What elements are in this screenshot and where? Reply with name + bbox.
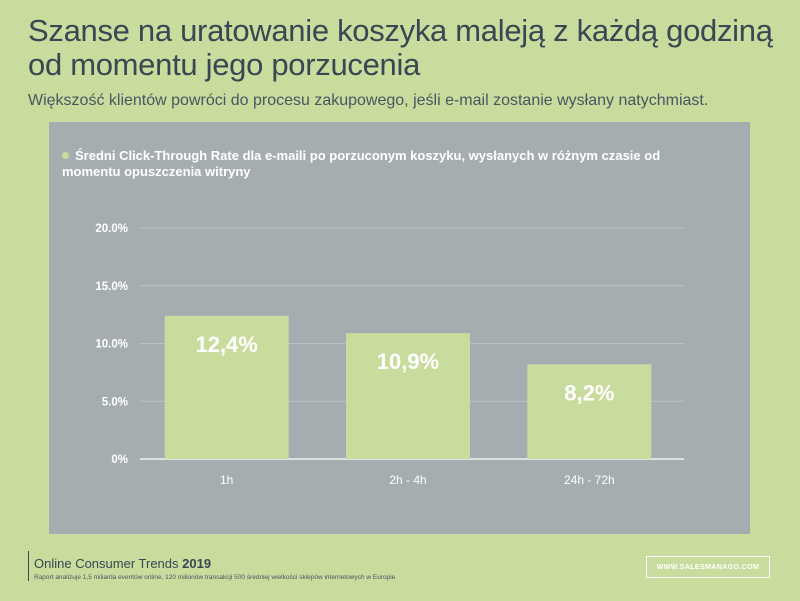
y-tick-label: 0% xyxy=(111,454,128,466)
footer-line xyxy=(28,551,29,581)
y-tick-label: 5.0% xyxy=(102,396,128,408)
y-tick-label: 20.0% xyxy=(95,223,128,235)
footer-note: Raport analizuje 1,5 miliarda eventów on… xyxy=(34,574,396,581)
footer-report-year: 2019 xyxy=(182,556,212,571)
bar xyxy=(164,315,289,459)
x-tick-label: 24h - 72h xyxy=(564,473,615,487)
footer-report-title: Online Consumer Trends 2019 xyxy=(34,556,211,571)
legend-dot xyxy=(62,152,69,159)
footer-report-name: Online Consumer Trends xyxy=(34,556,179,571)
page-subtitle: Większość klientów powróci do procesu za… xyxy=(28,92,709,109)
bar-value-label: 8,2% xyxy=(564,380,614,405)
page-title: Szanse na uratowanie koszyka maleją z ka… xyxy=(28,13,773,82)
chart-legend: Średni Click-Through Rate dla e-maili po… xyxy=(62,148,702,180)
bar xyxy=(346,333,470,459)
bar-value-label: 10,9% xyxy=(377,349,439,374)
bar-value-label: 12,4% xyxy=(195,332,257,357)
x-tick-label: 2h - 4h xyxy=(389,473,426,487)
y-tick-label: 10.0% xyxy=(95,339,128,351)
brand-link[interactable]: WWW.SALESMANAGO.COM xyxy=(646,556,770,578)
bar xyxy=(527,364,652,459)
y-tick-label: 15.0% xyxy=(95,281,128,293)
legend-label: Średni Click-Through Rate dla e-maili po… xyxy=(62,148,661,179)
x-tick-label: 1h xyxy=(220,473,233,487)
